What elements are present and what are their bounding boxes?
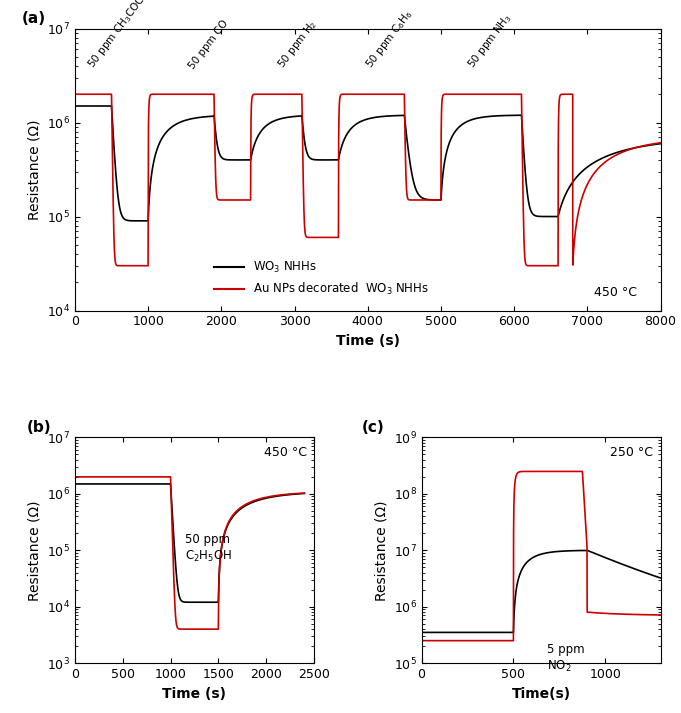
Text: 50 ppm CH$_3$COCH$_3$: 50 ppm CH$_3$COCH$_3$ (84, 0, 156, 71)
Y-axis label: Resistance (Ω): Resistance (Ω) (374, 500, 388, 600)
Text: 250 °C: 250 °C (610, 446, 653, 459)
X-axis label: Time (s): Time (s) (163, 687, 226, 700)
X-axis label: Time (s): Time (s) (336, 334, 400, 348)
Text: 50 ppm C$_6$H$_6$: 50 ppm C$_6$H$_6$ (362, 7, 415, 71)
Text: 5 ppm
NO$_2$: 5 ppm NO$_2$ (547, 643, 584, 674)
Text: (a): (a) (22, 11, 46, 26)
Text: 450 °C: 450 °C (264, 446, 306, 459)
Text: 50 ppm CO: 50 ppm CO (187, 18, 230, 71)
Text: 50 ppm
C$_2$H$_5$OH: 50 ppm C$_2$H$_5$OH (185, 533, 232, 564)
Y-axis label: Resistance (Ω): Resistance (Ω) (27, 500, 42, 600)
Text: (c): (c) (362, 420, 385, 435)
Legend: WO$_3$ NHHs, Au NPs decorated  WO$_3$ NHHs: WO$_3$ NHHs, Au NPs decorated WO$_3$ NHH… (210, 255, 434, 302)
Y-axis label: Resistance (Ω): Resistance (Ω) (27, 119, 42, 220)
X-axis label: Time(s): Time(s) (511, 687, 571, 700)
Text: 50 ppm NH$_3$: 50 ppm NH$_3$ (465, 11, 515, 71)
Text: 50 ppm H$_2$: 50 ppm H$_2$ (274, 17, 320, 71)
Text: (b): (b) (27, 420, 52, 435)
Text: 450 °C: 450 °C (594, 287, 637, 299)
